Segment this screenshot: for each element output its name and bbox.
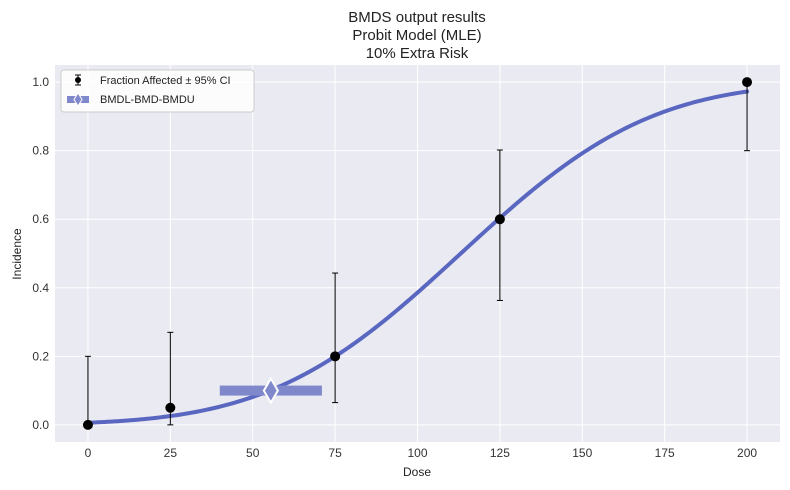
y-tick-label: 0.6 — [32, 212, 49, 226]
y-tick-label: 0.8 — [32, 144, 49, 158]
y-tick-label: 0.0 — [32, 418, 49, 432]
x-tick-label: 175 — [655, 446, 675, 460]
legend-points-label: Fraction Affected ± 95% CI — [100, 75, 231, 87]
x-tick-label: 25 — [164, 446, 178, 460]
x-tick-label: 75 — [328, 446, 342, 460]
x-tick-label: 0 — [85, 446, 92, 460]
data-point — [742, 77, 753, 88]
x-tick-label: 125 — [490, 446, 510, 460]
x-tick-label: 150 — [572, 446, 592, 460]
x-tick-label: 200 — [737, 446, 757, 460]
model-curve-layer — [85, 89, 750, 425]
tick-labels: 0 25 50 75 100 125 150 175 200 0.0 0.2 0.4 0.6 0.8 1.0 — [32, 75, 757, 460]
y-tick-label: 1.0 — [32, 75, 49, 89]
data-point — [494, 214, 505, 225]
chart-title-line-1: BMDS output results — [348, 9, 486, 26]
x-tick-label: 50 — [246, 446, 260, 460]
chart-title-line-2: Probit Model (MLE) — [352, 27, 481, 44]
bmd-layer — [219, 376, 322, 405]
y-axis-label: Incidence — [10, 228, 24, 280]
x-tick-label: 100 — [407, 446, 427, 460]
data-point — [330, 351, 341, 362]
legend-points-marker — [75, 74, 81, 86]
legend-box — [60, 69, 255, 113]
data-point — [165, 402, 176, 413]
y-tick-label: 0.4 — [32, 281, 49, 295]
legend-bmd-marker — [67, 92, 89, 107]
bmd-marker — [262, 376, 280, 405]
chart-title-line-3: 10% Extra Risk — [366, 45, 469, 62]
legend-bmd-label: BMDL-BMD-BMDU — [100, 94, 195, 106]
data-point — [82, 419, 93, 430]
x-axis-label: Dose — [403, 465, 431, 479]
y-tick-label: 0.2 — [32, 349, 49, 363]
data-points-layer — [82, 77, 753, 430]
model-curve — [85, 89, 750, 425]
legend: Fraction Affected ± 95% CI BMDL-BMD-BMDU — [60, 69, 255, 113]
